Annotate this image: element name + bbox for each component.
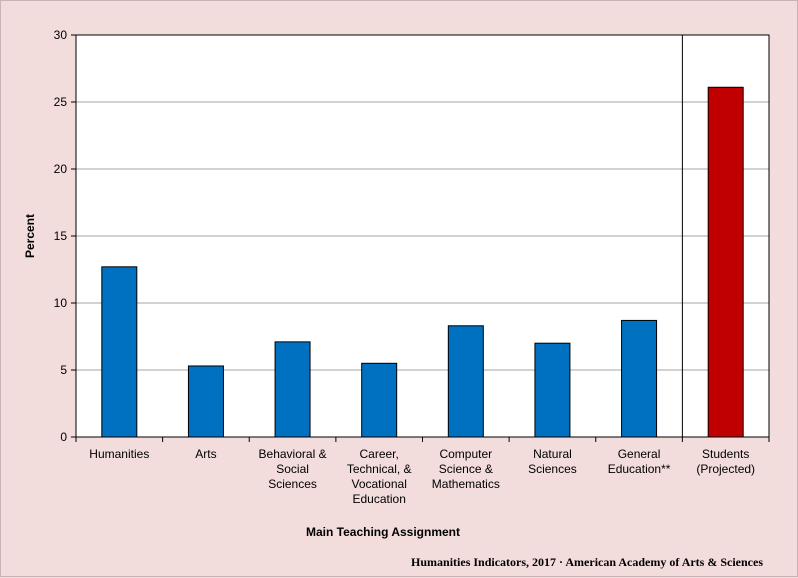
bars (101, 86, 744, 438)
y-tick-label: 15 (54, 229, 68, 243)
x-category-label: Natural Sciences (528, 447, 577, 476)
y-tick-label: 10 (54, 296, 68, 310)
x-category-label: Computer Science & Mathematics (432, 447, 500, 491)
y-tick-label: 30 (54, 28, 68, 42)
y-tick-label: 25 (54, 95, 68, 109)
bar-7 (707, 86, 744, 438)
x-category-label: General Education** (608, 447, 671, 476)
bar-3 (361, 362, 398, 438)
y-axis-title: Percent (23, 214, 37, 258)
bar-0 (101, 266, 138, 438)
credit-line: Humanities Indicators, 2017 · American A… (411, 555, 763, 569)
x-category-label: Students (Projected) (696, 447, 755, 476)
x-category-label: Humanities (89, 447, 149, 461)
bar-2 (274, 341, 311, 438)
bar-6 (621, 319, 658, 438)
x-category-label: Behavioral & Social Sciences (259, 447, 327, 491)
x-category-label: Career, Technical, & Vocational Education (347, 447, 412, 506)
bar-4 (447, 325, 484, 438)
y-tick-label: 20 (54, 162, 68, 176)
bar-5 (534, 342, 571, 438)
y-tick-label: 0 (60, 430, 67, 444)
x-axis-title: Main Teaching Assignment (306, 525, 460, 539)
y-tick-label: 5 (60, 363, 67, 377)
bar-1 (187, 365, 224, 438)
x-axis-ticks: Humanities Arts Behavioral & Social Sciences… (75, 437, 770, 506)
y-axis-ticks: 0 5 10 15 20 25 30 (54, 28, 76, 444)
x-category-label: Arts (195, 447, 216, 461)
